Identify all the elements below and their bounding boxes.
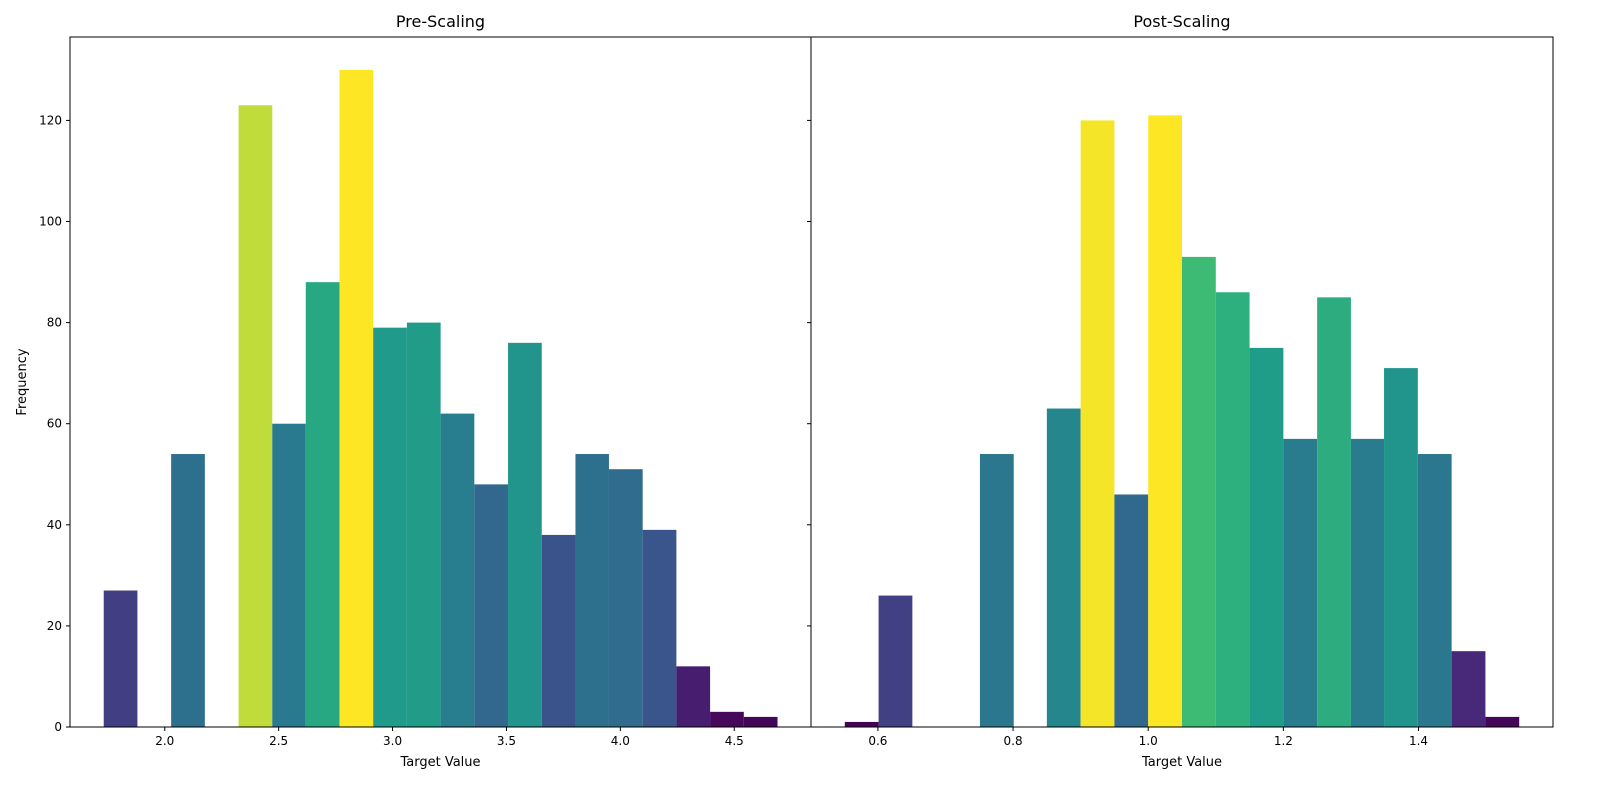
x-tick-label: 0.8 — [1004, 734, 1023, 748]
x-tick-label: 4.5 — [725, 734, 744, 748]
bar — [272, 423, 306, 727]
bar — [103, 590, 138, 727]
bar — [339, 69, 374, 728]
bar — [474, 484, 509, 727]
bar — [406, 322, 441, 727]
bar — [1114, 494, 1149, 727]
x-axis-label: Target Value — [399, 755, 480, 770]
x-tick-label: 3.0 — [383, 734, 402, 748]
panel-title: Pre-Scaling — [396, 12, 485, 31]
bar — [541, 534, 576, 727]
y-tick-label: 40 — [47, 518, 62, 532]
bar — [878, 595, 913, 727]
bar — [305, 282, 340, 727]
bar — [1215, 292, 1250, 727]
bar — [844, 721, 879, 727]
bar — [171, 454, 205, 727]
y-tick-label: 0 — [54, 720, 62, 734]
bar — [676, 666, 711, 727]
bar — [1451, 651, 1486, 727]
y-tick-label: 20 — [47, 619, 62, 633]
bar — [508, 342, 542, 727]
y-axis-label: Frequency — [15, 348, 30, 415]
y-tick-label: 120 — [39, 113, 62, 127]
x-tick-label: 3.5 — [497, 734, 516, 748]
x-tick-label: 1.4 — [1409, 734, 1428, 748]
bar — [1350, 438, 1385, 727]
y-tick-label: 80 — [47, 316, 62, 330]
bar — [238, 105, 273, 727]
bar — [373, 327, 407, 727]
bar — [710, 711, 744, 727]
x-tick-label: 1.0 — [1139, 734, 1158, 748]
x-tick-label: 2.0 — [155, 734, 174, 748]
bar — [642, 529, 677, 727]
bar — [743, 716, 778, 727]
bar — [1283, 438, 1318, 727]
x-tick-label: 2.5 — [269, 734, 288, 748]
bar — [979, 454, 1014, 727]
x-tick-label: 0.6 — [868, 734, 887, 748]
x-axis-label: Target Value — [1141, 755, 1222, 770]
bar — [1249, 347, 1284, 727]
bar — [440, 413, 475, 727]
x-tick-label: 4.0 — [611, 734, 630, 748]
panel-title: Post-Scaling — [1133, 12, 1230, 31]
bar — [1046, 408, 1081, 727]
x-tick-label: 1.2 — [1274, 734, 1293, 748]
bar — [1417, 454, 1452, 727]
bar — [575, 454, 609, 727]
bar — [1182, 256, 1216, 727]
bar — [1080, 120, 1115, 727]
bar — [1384, 368, 1418, 727]
bar — [1485, 716, 1520, 727]
y-tick-label: 60 — [47, 417, 62, 431]
bar — [608, 469, 643, 727]
bar — [1317, 297, 1351, 727]
y-tick-label: 100 — [39, 215, 62, 229]
bar — [1148, 115, 1182, 728]
axes-frame — [810, 36, 1554, 728]
